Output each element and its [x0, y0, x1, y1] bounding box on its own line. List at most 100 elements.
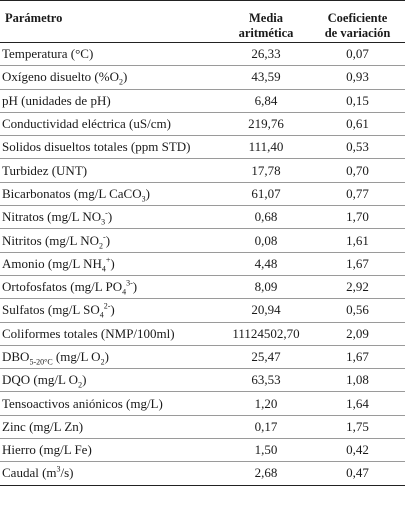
parameter-sub: 5-20°C [29, 357, 53, 367]
parameter-label: Turbidez (UNT) [2, 162, 88, 178]
parameter-label: pH (unidades de pH) [2, 92, 111, 108]
table-row: Turbidez (UNT) 17,78 0,70 [0, 158, 405, 183]
parameter-name: Oxígeno disuelto (%O2) [0, 65, 222, 90]
cv-value: 1,67 [310, 345, 405, 370]
mean-value: 25,47 [222, 345, 310, 370]
parameter-name: Bicarbonatos (mg/L CaCO3) [0, 182, 222, 207]
parameter-sup: 2- [103, 302, 111, 312]
parameter-name: Hierro (mg/L Fe) [0, 438, 222, 463]
parameter-name: Nitratos (mg/L NO3-) [0, 205, 222, 230]
cv-value: 0,15 [310, 89, 405, 113]
mean-value: 11124502,70 [222, 322, 310, 346]
parameter-name: DQO (mg/L O2) [0, 368, 222, 393]
mean-value: 43,59 [222, 65, 310, 90]
parameter-sub: 4 [122, 287, 127, 297]
parameter-label: Caudal (m [2, 465, 57, 481]
cv-value: 1,61 [310, 228, 405, 253]
table-row: pH (unidades de pH) 6,84 0,15 [0, 89, 405, 113]
parameter-name: pH (unidades de pH) [0, 89, 222, 113]
table-row: Tensoactivos aniónicos (mg/L) 1,20 1,64 [0, 391, 405, 416]
table-row: Coliformes totales (NMP/100ml) 11124502,7… [0, 322, 405, 346]
cv-value: 0,53 [310, 135, 405, 160]
table-row: Amonio (mg/L NH4+) 4,48 1,67 [0, 252, 405, 276]
parameter-tail: ) [105, 232, 111, 248]
table-row: DQO (mg/L O2) 63,53 1,08 [0, 368, 405, 393]
cv-value: 0,56 [310, 298, 405, 323]
mean-value: 219,76 [222, 112, 310, 137]
parameter-tail: ) [82, 372, 87, 388]
table-row: Solidos disueltos totales (ppm STD) 111,4… [0, 135, 405, 160]
parameter-tail: ) [107, 209, 113, 225]
parameter-sup: - [105, 208, 108, 218]
mean-value: 61,07 [222, 182, 310, 207]
table-row: Conductividad eléctrica (uS/cm) 219,76 0,6… [0, 112, 405, 137]
table-row: DBO5-20°C (mg/L O2) 25,47 1,67 [0, 345, 405, 370]
parameter-label: Hierro (mg/L Fe) [2, 442, 92, 458]
parameter-label: Amonio (mg/L NH [2, 255, 102, 271]
parameter-sup: + [105, 255, 111, 265]
parameter-name: Solidos disueltos totales (ppm STD) [0, 135, 222, 160]
parameter-name: Amonio (mg/L NH4+) [0, 252, 222, 276]
parameter-name: Sulfatos (mg/L SO42-) [0, 298, 222, 323]
table-row: Hierro (mg/L Fe) 1,50 0,42 [0, 438, 405, 463]
mean-value: 1,50 [222, 438, 310, 463]
mean-value: 0,68 [222, 205, 310, 230]
cv-value: 0,47 [310, 461, 405, 486]
parameter-name: DBO5-20°C (mg/L O2) [0, 345, 222, 370]
mean-value: 17,78 [222, 158, 310, 183]
parameter-name: Turbidez (UNT) [0, 158, 222, 183]
parameter-name: Tensoactivos aniónicos (mg/L) [0, 391, 222, 416]
mean-value: 26,33 [222, 42, 310, 67]
cv-value: 1,64 [310, 391, 405, 416]
parameter-label: Oxígeno disuelto (%O [2, 69, 119, 85]
cv-value: 0,70 [310, 158, 405, 183]
parameter-label: Nitritos (mg/L NO [2, 232, 100, 248]
cv-value: 1,70 [310, 205, 405, 230]
table-row: Zinc (mg/L Zn) 0,17 1,75 [0, 415, 405, 440]
mean-value: 8,09 [222, 275, 310, 300]
header-media: Media aritmética [222, 0, 310, 43]
parameter-sub: 3 [101, 217, 106, 227]
mean-value: 6,84 [222, 89, 310, 113]
parameter-label: Tensoactivos aniónicos (mg/L) [2, 395, 163, 411]
header-coef-text: Coeficiente de variación [324, 11, 391, 40]
cv-value: 0,61 [310, 112, 405, 137]
parameter-name: Zinc (mg/L Zn) [0, 415, 222, 440]
cv-value: 0,07 [310, 42, 405, 67]
parameter-label: DQO (mg/L O [2, 372, 79, 388]
table-row: Ortofosfatos (mg/L PO43-) 8,09 2,92 [0, 275, 405, 300]
parameter-label: Bicarbonatos (mg/L CaCO [2, 185, 142, 201]
parameter-label: Zinc (mg/L Zn) [2, 418, 84, 434]
parameter-sup: - [103, 232, 106, 242]
parameter-label: Coliformes totales (NMP/100ml) [2, 325, 175, 341]
table-body: Temperatura (°C) 26,33 0,07 Oxígeno disuelt… [0, 42, 405, 486]
parameter-label: DBO [2, 349, 30, 364]
parameter-tail: ) [145, 185, 150, 201]
parameter-sub: 4 [101, 264, 106, 274]
parameter-sub: 2 [118, 78, 123, 88]
parameter-sub2: 2 [100, 357, 105, 367]
cv-value: 1,67 [310, 252, 405, 276]
parameter-sup: 3 [56, 465, 61, 475]
cv-value: 1,08 [310, 368, 405, 393]
cv-value: 0,42 [310, 438, 405, 463]
parameter-name: Conductividad eléctrica (uS/cm) [0, 112, 222, 137]
parameter-label: Conductividad eléctrica (uS/cm) [2, 116, 171, 132]
parameter-tail: ) [110, 255, 115, 271]
parameter-sub: 3 [141, 194, 146, 204]
table-row: Nitratos (mg/L NO3-) 0,68 1,70 [0, 205, 405, 230]
cv-value: 0,77 [310, 182, 405, 207]
table-row: Nitritos (mg/L NO2-) 0,08 1,61 [0, 228, 405, 253]
parameter-sub: 4 [99, 311, 104, 320]
parameter-tail: ) [110, 302, 115, 318]
table-row: Temperatura (°C) 26,33 0,07 [0, 42, 405, 67]
mean-value: 4,48 [222, 252, 310, 276]
parameter-label: Ortofosfatos (mg/L PO [2, 279, 123, 295]
mean-value: 0,08 [222, 228, 310, 253]
table-row: Oxígeno disuelto (%O2) 43,59 0,93 [0, 65, 405, 90]
parameters-table: Parámetro Media aritmética Coeficiente de … [0, 0, 405, 486]
table-row: Caudal (m3/s) 2,68 0,47 [0, 461, 405, 486]
parameter-name: Temperatura (°C) [0, 42, 222, 67]
cv-value: 2,92 [310, 275, 405, 300]
